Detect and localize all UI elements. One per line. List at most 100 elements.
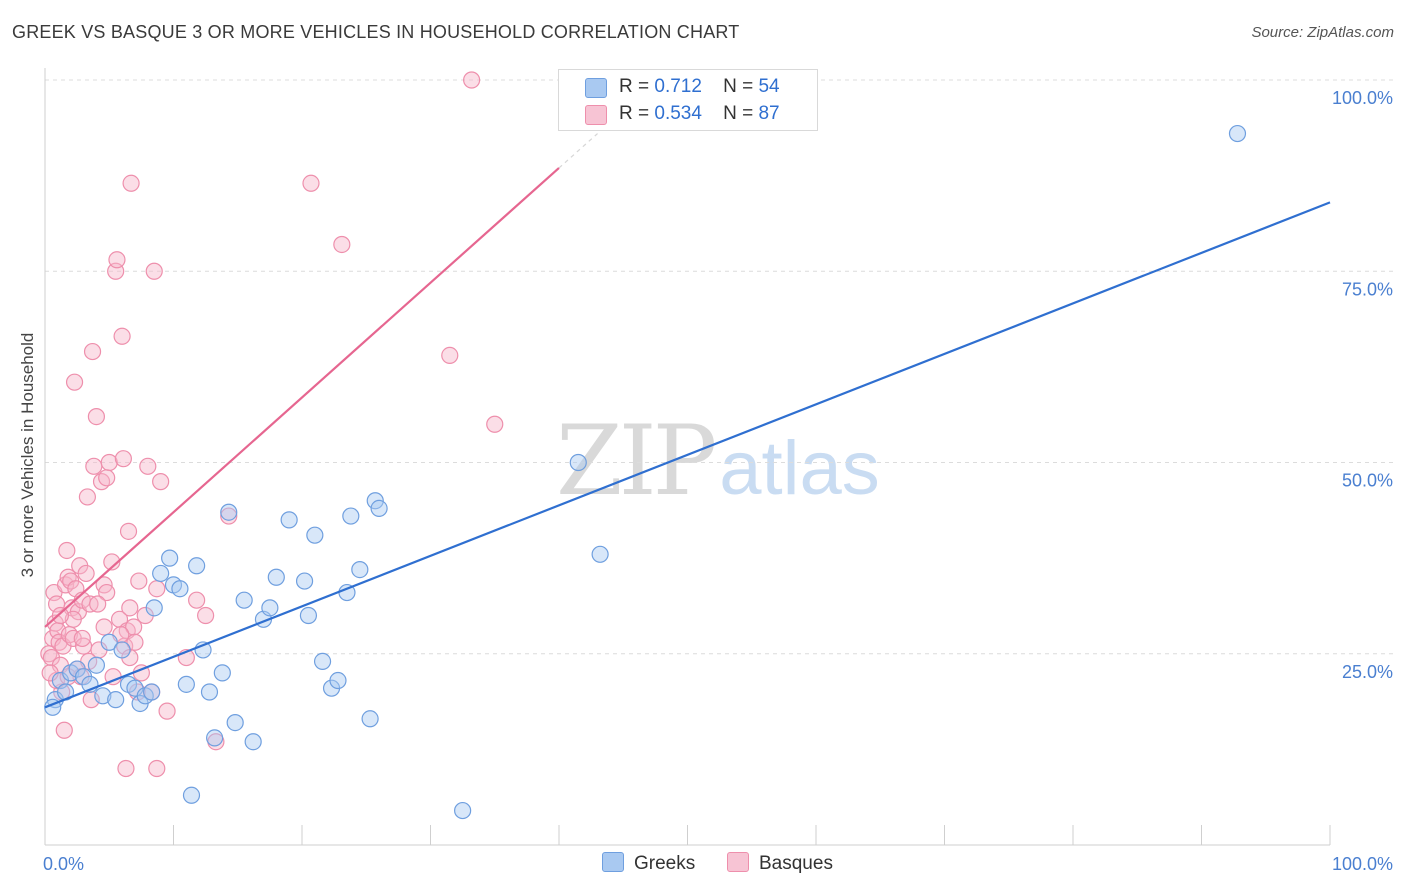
greek-point [100, 633, 118, 651]
basque-point [98, 583, 116, 602]
basque-point [89, 595, 107, 613]
greek-point [188, 557, 206, 575]
basque-point [130, 572, 148, 590]
basques-legend-label: Basques [759, 853, 833, 874]
greek-trend-line [44, 201, 1331, 709]
basque-point [83, 342, 102, 361]
greek-point [313, 652, 332, 671]
basque-point [77, 564, 95, 583]
greek-point [226, 713, 244, 732]
basque-point [148, 759, 166, 778]
greeks-legend-label: Greeks [634, 853, 696, 874]
greek-point [107, 691, 125, 709]
greek-point [295, 572, 314, 590]
basque-point [55, 721, 73, 739]
basque-point [95, 618, 113, 636]
basques-legend-swatch [727, 852, 749, 872]
greeks-r-value: 0.712 [654, 76, 702, 97]
basques-n-value: 87 [758, 103, 780, 124]
stats-legend: R = 0.712 N = 54 R = 0.534 N = 87 [558, 69, 818, 131]
greek-point [171, 580, 189, 598]
y-tick-label: 25.0% [1342, 662, 1393, 682]
greek-point [143, 683, 161, 701]
basque-point [73, 629, 91, 648]
basque-point [114, 450, 132, 468]
greek-point [454, 801, 472, 820]
basque-point [333, 235, 351, 254]
basque-point [148, 580, 166, 598]
basque-point [100, 453, 118, 472]
x-tick-label-max: 100.0% [1332, 854, 1393, 874]
basque-point [113, 327, 131, 345]
greek-point [361, 710, 379, 728]
basque-point [197, 606, 215, 625]
greek-point [306, 526, 324, 544]
greek-point [200, 683, 219, 701]
bottom-legend-greeks[interactable]: Greeks [602, 852, 695, 875]
bottom-legend-basques[interactable]: Basques [727, 852, 833, 875]
greeks-swatch [585, 78, 607, 98]
basque-point [441, 346, 459, 364]
basques-r-value: 0.534 [654, 103, 702, 124]
greek-point [370, 499, 388, 517]
watermark-atlas: atlas [719, 426, 880, 511]
basque-trend-extension [558, 133, 598, 169]
watermark: ZIPatlas [556, 405, 880, 517]
greek-point [1228, 124, 1247, 143]
greek-point [177, 675, 195, 693]
greek-point [351, 560, 369, 579]
basque-point [486, 415, 504, 433]
greek-point [87, 656, 106, 674]
greek-point [113, 641, 131, 659]
x-tick-label-min: 0.0% [43, 854, 84, 874]
basques-n-label: N = [723, 103, 754, 124]
greek-point [220, 503, 238, 521]
greek-point [161, 549, 179, 567]
greeks-legend-swatch [602, 852, 624, 872]
greek-point [342, 507, 360, 525]
basque-point [103, 553, 121, 571]
chart-title: GREEK VS BASQUE 3 OR MORE VEHICLES IN HO… [12, 22, 740, 42]
y-tick-label: 75.0% [1342, 279, 1393, 299]
basque-point [85, 457, 103, 475]
greek-point [261, 599, 279, 617]
greeks-r-label: R = [619, 76, 650, 97]
basque-point [122, 174, 140, 192]
basques-swatch [585, 105, 607, 125]
basque-point [152, 473, 170, 491]
basque-point [87, 408, 106, 426]
greek-point [94, 687, 112, 705]
y-tick-label: 100.0% [1332, 88, 1393, 108]
basque-point [64, 610, 82, 628]
greek-point [280, 511, 298, 529]
basque-point [65, 373, 84, 391]
greek-point [145, 599, 163, 617]
basque-point [139, 457, 157, 475]
basques-r-label: R = [619, 103, 650, 124]
greek-point [569, 453, 587, 472]
greeks-n-value: 54 [758, 76, 780, 97]
basque-point [121, 599, 139, 617]
basque-trend-line [44, 167, 560, 628]
basque-point [463, 71, 481, 89]
basque-point [78, 488, 97, 506]
y-tick-label: 50.0% [1342, 471, 1393, 491]
greek-point [591, 545, 609, 563]
basque-point [119, 522, 138, 540]
greek-point [206, 729, 224, 747]
basque-point [51, 606, 70, 625]
basque-point [302, 174, 320, 192]
greek-point [267, 568, 285, 586]
basque-point [145, 262, 163, 280]
basque-point [108, 251, 126, 269]
basque-point [158, 702, 176, 720]
greek-point [182, 786, 201, 804]
basque-point [117, 759, 135, 778]
greek-point [329, 671, 347, 690]
basque-point [126, 633, 144, 651]
basque-point [58, 541, 76, 560]
greek-point [213, 664, 231, 682]
basque-point [188, 591, 206, 609]
basque-point [220, 507, 238, 525]
